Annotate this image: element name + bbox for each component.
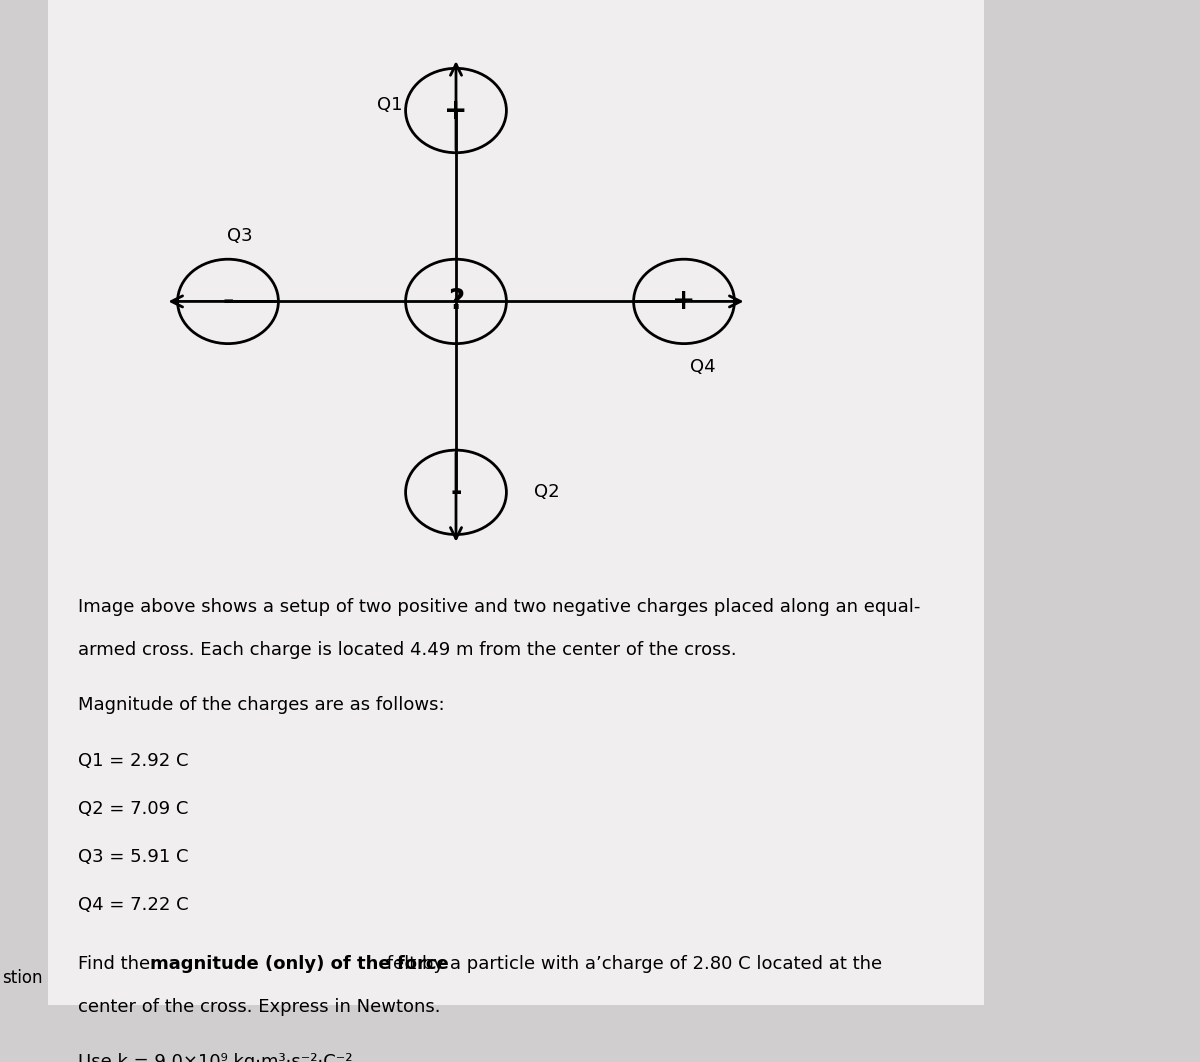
Text: Q1: Q1: [377, 97, 403, 115]
Text: armed cross. Each charge is located 4.49 m from the center of the cross.: armed cross. Each charge is located 4.49…: [78, 641, 737, 660]
Text: -: -: [450, 478, 462, 507]
Text: magnitude (only) of the force: magnitude (only) of the force: [150, 955, 449, 973]
Text: +: +: [444, 97, 468, 124]
Text: Find the: Find the: [78, 955, 156, 973]
Text: felt by a particle with aʼcharge of 2.80 C located at the: felt by a particle with aʼcharge of 2.80…: [382, 955, 882, 973]
Text: stion: stion: [2, 969, 43, 987]
Text: Q3: Q3: [227, 227, 253, 245]
FancyBboxPatch shape: [48, 0, 984, 1005]
Text: +: +: [672, 288, 696, 315]
Text: Q4: Q4: [690, 358, 715, 376]
Text: Magnitude of the charges are as follows:: Magnitude of the charges are as follows:: [78, 697, 445, 715]
Text: Image above shows a setup of two positive and two negative charges placed along : Image above shows a setup of two positiv…: [78, 598, 920, 616]
Text: -: -: [222, 288, 234, 315]
Text: ?: ?: [448, 288, 464, 315]
Text: Use k = 9.0×10⁹ kg·m³·s⁻²·C⁻²: Use k = 9.0×10⁹ kg·m³·s⁻²·C⁻²: [78, 1054, 353, 1062]
Text: center of the cross. Express in Newtons.: center of the cross. Express in Newtons.: [78, 997, 440, 1015]
Text: Q3 = 5.91 C: Q3 = 5.91 C: [78, 849, 188, 866]
Text: Q2: Q2: [534, 483, 559, 501]
Text: Q1 = 2.92 C: Q1 = 2.92 C: [78, 752, 188, 770]
Text: Q4 = 7.22 C: Q4 = 7.22 C: [78, 896, 188, 914]
Text: Q2 = 7.09 C: Q2 = 7.09 C: [78, 800, 188, 818]
